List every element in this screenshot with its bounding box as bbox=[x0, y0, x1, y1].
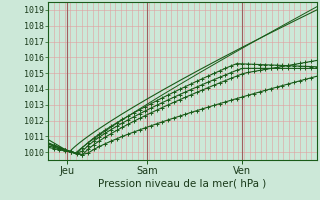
X-axis label: Pression niveau de la mer( hPa ): Pression niveau de la mer( hPa ) bbox=[98, 178, 267, 188]
